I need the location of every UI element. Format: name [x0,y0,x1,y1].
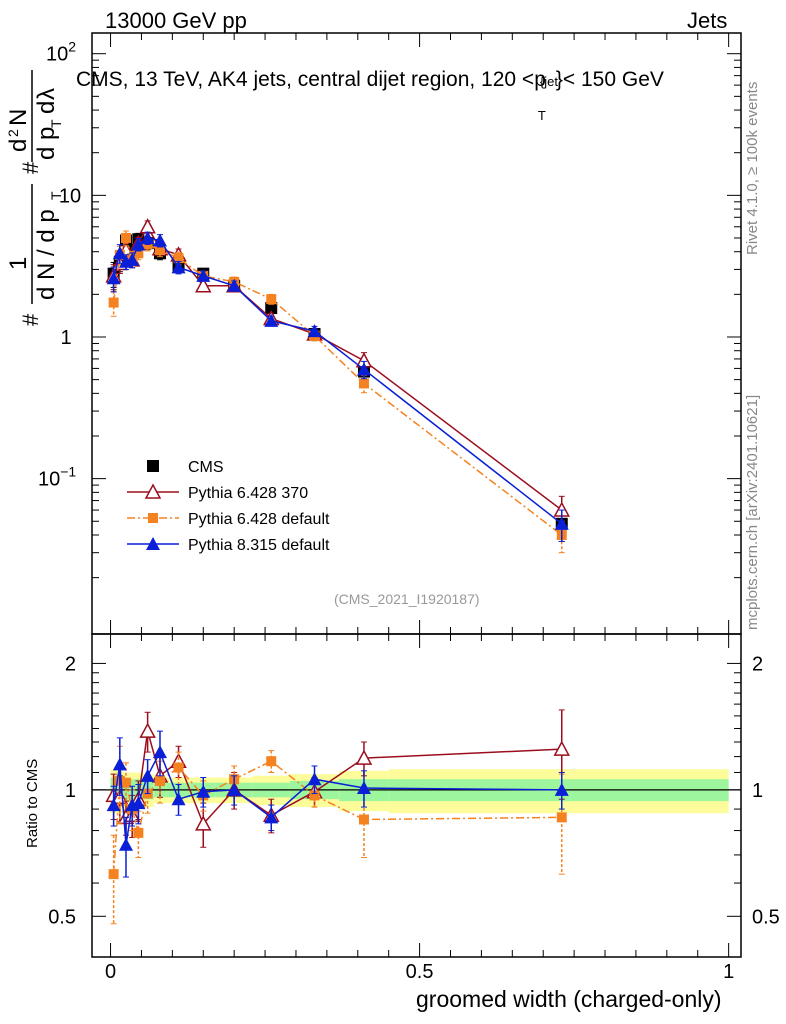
main-point-3 [112,246,127,260]
legend-marker-1 [144,483,162,499]
ratio-point-2 [556,812,567,823]
ratio-point-3 [196,784,211,798]
ratio-point-2 [309,790,320,801]
ratio-point-3 [264,810,279,824]
y-label-part: T [48,191,64,200]
series-line-2 [112,235,563,536]
ratio-point-3 [118,837,133,851]
y-label-part: N [5,109,32,126]
y-tick-label: 1 [60,327,71,349]
main-point-3 [131,237,146,251]
x-tick-label: 0 [105,961,116,983]
series-line-3 [112,237,563,525]
ratio-point-2 [358,814,369,825]
ratio-point-1 [195,815,212,831]
ratio-point-1 [553,740,571,756]
main-point-2 [173,253,184,264]
y-label-part: d N / d p [33,209,60,300]
ratio-y-tick-label: 0.5 [48,906,76,928]
main-point-3 [307,324,322,338]
main-point-3 [171,260,186,274]
analysis-tag: (CMS_2021_I1920187) [334,591,480,607]
ratio-point-3 [131,796,146,810]
legend-label-0: CMS [188,459,224,476]
main-point-2 [120,232,131,243]
main-point-3 [264,313,279,327]
main-point-0 [265,302,278,315]
y-label-part: d [33,101,60,114]
ratio-line-3 [112,750,562,845]
main-point-3 [125,252,140,266]
main-point-2 [108,297,119,308]
y-label-part: 2 [5,129,21,137]
ratio-point-3 [140,768,155,782]
main-point-3 [106,271,121,285]
ratio-y-tick-label-right: 2 [752,653,763,675]
y-tick-label: 102 [46,39,76,66]
ratio-point-3 [227,782,242,796]
ratio-frame [91,633,742,958]
ratio-point-1 [139,722,156,738]
ratio-point-3 [152,745,167,759]
y-label-part: 1 [5,257,32,270]
legend-label-1: Pythia 6.428 370 [188,485,308,502]
ratio-y-tick-label: 2 [65,653,76,675]
main-point-3 [356,362,371,376]
main-point-3 [554,516,569,530]
main-point-1 [195,277,212,293]
y-label-part: # [18,161,43,174]
main-point-3 [227,278,242,292]
ratio-y-tick-label-right: 0.5 [752,906,780,928]
legend-label-2: Pythia 6.428 default [188,511,330,528]
ratio-point-3 [307,772,322,786]
ratio-point-3 [106,798,121,812]
legend-marker-3 [146,537,160,550]
ratio-y-label: Ratio to CMS [24,758,41,848]
main-point-1 [139,218,156,234]
y-label-part: # [18,313,43,326]
y-label-part: T [48,119,64,128]
main-point-3 [196,268,211,282]
ratio-point-2 [154,775,165,786]
ratio-point-2 [133,827,144,838]
main-point-3 [152,233,167,247]
ratio-point-1 [355,749,373,765]
y-tick-label: 10 [59,185,81,207]
ratio-point-3 [554,782,569,796]
header-left: 13000 GeV pp [105,8,247,33]
y-label-part: d p [33,127,60,160]
ratio-point-2 [108,869,119,880]
legend-label-3: Pythia 8.315 default [188,537,330,554]
ratio-point-2 [266,756,277,767]
y-tick-label: 10−1 [38,464,76,491]
main-point-2 [133,248,144,259]
main-point-2 [266,294,277,305]
legend-marker-2 [148,513,158,523]
main-point-2 [358,378,369,389]
ratio-y-tick-label: 1 [65,780,76,802]
ratio-point-3 [112,757,127,771]
ratio-point-2 [173,762,184,773]
x-axis-label: groomed width (charged-only) [416,986,722,1012]
y-label-part: d [5,139,32,152]
header-right: Jets [687,8,728,33]
main-point-2 [154,245,165,256]
legend-marker-0 [147,460,159,472]
ratio-point-2 [120,777,131,788]
ratio-y-tick-label-right: 1 [752,780,763,802]
x-tick-label: 1 [723,961,734,983]
y-label-part: λ [33,88,60,100]
x-tick-label: 0.5 [406,961,434,983]
ratio-point-3 [356,781,371,795]
rivet-label: Rivet 4.1.0, ≥ 100k events [744,81,761,255]
main-point-3 [140,230,155,244]
chart-title: CMS, 13 TeV, AK4 jets, central dijet reg… [76,68,664,123]
mcplots-label: mcplots.cern.ch [arXiv:2401.10621] [744,394,761,630]
ratio-point-3 [171,792,186,806]
